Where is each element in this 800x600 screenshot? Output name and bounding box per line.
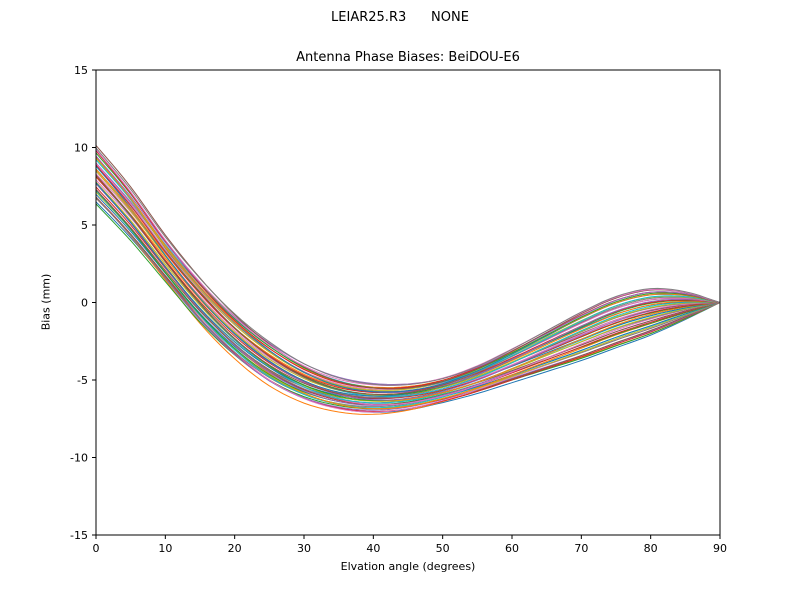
bias-line bbox=[96, 189, 720, 413]
x-tick-label: 60 bbox=[505, 542, 519, 555]
x-tick-label: 50 bbox=[436, 542, 450, 555]
bias-line bbox=[96, 189, 720, 406]
bias-line bbox=[96, 168, 720, 399]
x-tick-label: 90 bbox=[713, 542, 727, 555]
figure-suptitle: LEIAR25.R3 NONE bbox=[331, 10, 469, 25]
bias-line bbox=[96, 159, 720, 389]
bias-line bbox=[96, 147, 720, 386]
axes-title: Antenna Phase Biases: BeiDOU-E6 bbox=[296, 50, 520, 65]
bias-line bbox=[96, 176, 720, 401]
line-band bbox=[96, 145, 720, 415]
y-tick-label: -15 bbox=[70, 529, 88, 542]
bias-line bbox=[96, 157, 720, 391]
x-tick-label: 30 bbox=[297, 542, 311, 555]
bias-line bbox=[96, 196, 720, 408]
y-tick-label: 0 bbox=[81, 297, 88, 310]
x-tick-label: 40 bbox=[366, 542, 380, 555]
y-tick-label: 5 bbox=[81, 219, 88, 232]
bias-line bbox=[96, 149, 720, 387]
x-tick-label: 80 bbox=[644, 542, 658, 555]
y-tick-label: -10 bbox=[70, 452, 88, 465]
x-tick-label: 0 bbox=[93, 542, 100, 555]
y-tick-label: -5 bbox=[77, 374, 88, 387]
bias-line bbox=[96, 156, 720, 389]
bias-line bbox=[96, 176, 720, 399]
bias-line bbox=[96, 162, 720, 396]
x-tick-label: 70 bbox=[574, 542, 588, 555]
x-axis-label: Elvation angle (degrees) bbox=[340, 560, 476, 573]
y-tick-label: 15 bbox=[74, 64, 88, 77]
x-tick-label: 20 bbox=[228, 542, 242, 555]
x-tick-label: 10 bbox=[158, 542, 172, 555]
bias-line bbox=[96, 170, 720, 396]
y-tick-label: 10 bbox=[74, 142, 88, 155]
